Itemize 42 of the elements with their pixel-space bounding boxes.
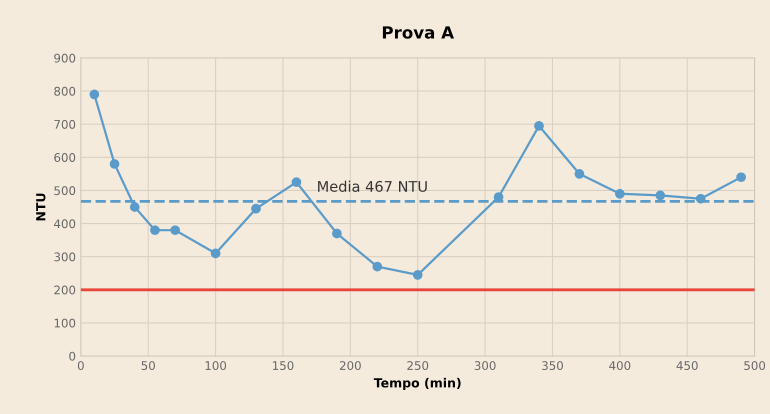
point [210, 248, 220, 258]
point [534, 120, 544, 131]
point [292, 177, 302, 188]
point [696, 194, 706, 204]
point [89, 90, 100, 100]
point [110, 159, 120, 169]
x-tick-label: 50 [142, 361, 155, 370]
y-tick-label: 900 [54, 54, 76, 63]
point [574, 169, 584, 179]
x-tick-label: 450 [676, 361, 698, 370]
x-tick-label: 250 [407, 361, 428, 370]
y-axis-title: NTU [36, 194, 46, 220]
point [332, 228, 342, 238]
point [412, 270, 423, 280]
x-tick-label: 100 [206, 361, 226, 370]
y-tick-label: 800 [54, 86, 76, 96]
point [170, 225, 180, 236]
point [655, 190, 666, 200]
y-tick-label: 700 [54, 120, 76, 129]
x-tick-label: 200 [340, 361, 361, 370]
y-tick-label: 400 [54, 219, 76, 228]
y-tick-label: 100 [54, 318, 76, 328]
point [150, 225, 160, 236]
ref-line-label: Media 467 NTU [318, 180, 427, 192]
point [614, 188, 625, 199]
y-tick-label: 600 [54, 153, 76, 162]
y-tick-label: 300 [54, 252, 76, 262]
point [130, 202, 140, 212]
x-tick-label: 150 [273, 361, 294, 370]
point [372, 262, 382, 272]
chart-title: Prova A [382, 26, 454, 39]
point [736, 172, 746, 182]
y-tick-label: 0 [69, 352, 76, 361]
point [251, 204, 261, 214]
y-tick-label: 200 [54, 286, 76, 294]
x-tick-label: 300 [474, 361, 496, 370]
x-axis-title: Tempo (min) [374, 378, 461, 390]
x-tick-label: 500 [744, 361, 766, 370]
y-tick-label: 500 [54, 186, 76, 196]
x-tick-label: 0 [78, 361, 84, 370]
x-tick-label: 350 [542, 361, 563, 370]
x-tick-label: 400 [609, 361, 630, 370]
